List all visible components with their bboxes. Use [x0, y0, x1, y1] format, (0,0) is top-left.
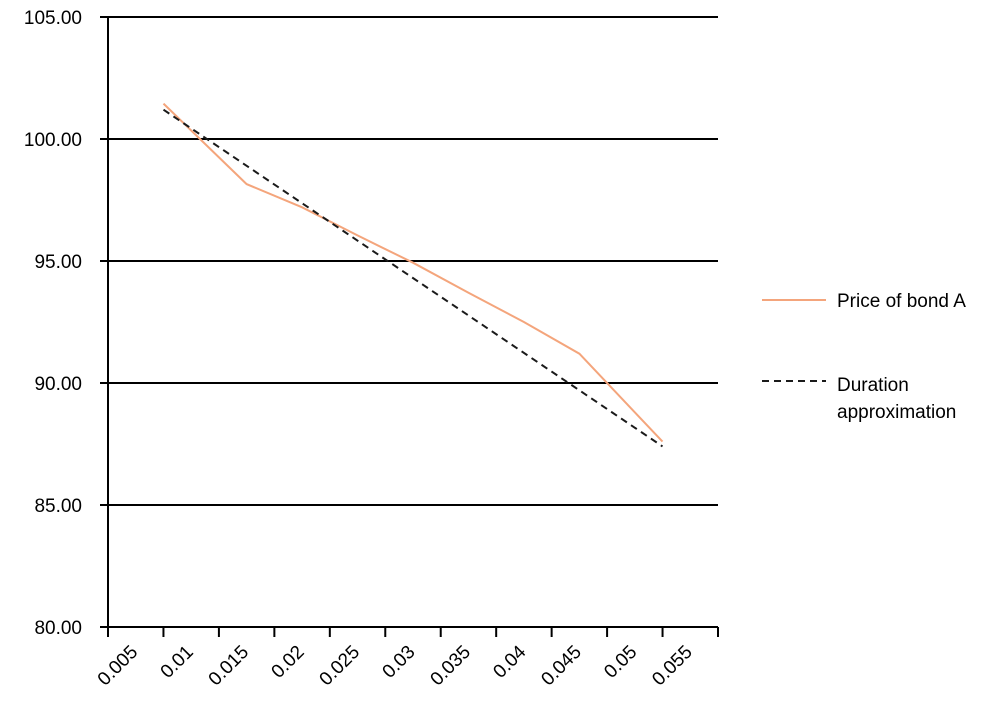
legend-label-duration-approximation: Duration approximation — [837, 375, 956, 423]
x-tick-label: 0.055 — [648, 642, 696, 690]
legend: Price of bond A Duration approximation — [762, 291, 966, 423]
x-tick-label: 0.05 — [600, 642, 641, 683]
x-tick-label: 0.045 — [537, 642, 585, 690]
x-tick-label: 0.03 — [379, 642, 420, 683]
series-line-0 — [162, 102, 664, 443]
legend-label-price-of-bond-a: Price of bond A — [837, 291, 966, 312]
y-tick-label: 90.00 — [34, 374, 82, 395]
y-tick-label: 105.00 — [24, 8, 82, 29]
x-tick-label: 0.035 — [427, 642, 475, 690]
x-tick-label: 0.005 — [94, 642, 142, 690]
y-tick-label: 95.00 — [34, 252, 82, 273]
axes — [100, 17, 719, 637]
x-tick-label: 0.025 — [316, 642, 364, 690]
series-line-1 — [162, 108, 664, 448]
x-tick-label: 0.02 — [268, 642, 309, 683]
y-tick-label: 80.00 — [34, 618, 82, 639]
series-layer — [162, 102, 664, 448]
y-tick-label: 85.00 — [34, 496, 82, 517]
x-tick-label: 0.04 — [489, 641, 530, 682]
y-tick-label: 100.00 — [24, 130, 82, 151]
x-tick-label: 0.01 — [157, 642, 198, 683]
tick-labels: 80.00 85.00 90.00 95.00 100.00 105.00 0.005 0.0… — [24, 8, 697, 690]
x-tick-label: 0.015 — [205, 642, 253, 690]
